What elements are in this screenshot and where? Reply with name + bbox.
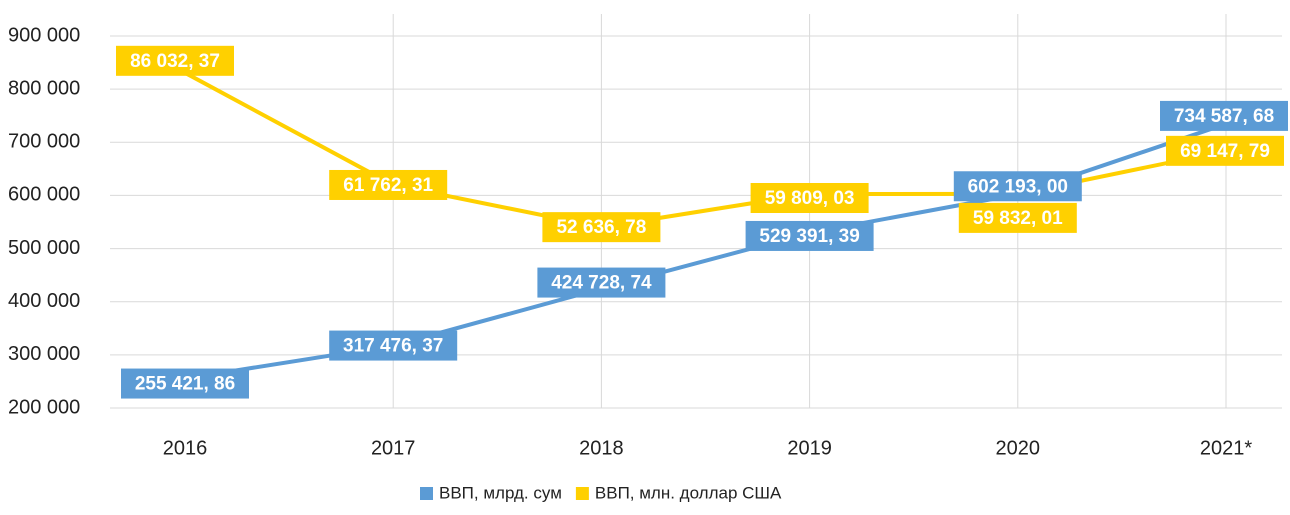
data-label: 59 809, 03 [765, 188, 855, 209]
data-label: 52 636, 78 [556, 217, 646, 238]
data-label: 734 587, 68 [1174, 106, 1274, 127]
legend-swatch [420, 487, 433, 500]
y-tick-label: 800 000 [8, 77, 80, 99]
y-tick-label: 600 000 [8, 184, 80, 206]
data-label: 59 832, 01 [973, 208, 1063, 229]
data-label: 602 193, 00 [968, 176, 1068, 197]
data-label-box [329, 169, 448, 200]
y-tick-label: 300 000 [8, 343, 80, 365]
data-label: 86 032, 37 [130, 51, 220, 72]
data-label-box [121, 368, 249, 399]
data-label: 317 476, 37 [343, 336, 443, 357]
x-tick-label: 2020 [996, 437, 1041, 459]
x-tick-label: 2018 [579, 437, 624, 459]
y-tick-label: 500 000 [8, 237, 80, 259]
data-label-box [1166, 135, 1284, 166]
data-label: 529 391, 39 [759, 226, 859, 247]
y-tick-label: 900 000 [8, 24, 80, 46]
x-tick-label: 2016 [163, 437, 208, 459]
y-tick-label: 400 000 [8, 290, 80, 312]
data-label-box [116, 45, 234, 76]
x-tick-label: 2019 [787, 437, 832, 459]
data-label: 255 421, 86 [135, 374, 235, 395]
data-label: 61 762, 31 [343, 175, 433, 196]
data-label-box [1160, 100, 1288, 131]
legend-label: ВВП, млрд. сум [439, 483, 562, 502]
data-label-box [745, 220, 874, 251]
data-label-box [750, 183, 869, 214]
x-tick-label: 2017 [371, 437, 416, 459]
data-label: 69 147, 79 [1180, 141, 1270, 162]
y-tick-label: 200 000 [8, 396, 80, 418]
legend-swatch [575, 487, 589, 500]
data-label-box [958, 202, 1077, 233]
data-label-box [537, 267, 666, 298]
data-label-box [329, 330, 458, 361]
legend-label: ВВП, млн. доллар США [595, 483, 782, 502]
x-tick-label: 2021* [1200, 437, 1252, 459]
data-label-box [953, 171, 1082, 202]
data-label-box [542, 212, 661, 243]
data-label: 424 728, 74 [551, 273, 652, 294]
y-tick-label: 700 000 [8, 131, 80, 153]
